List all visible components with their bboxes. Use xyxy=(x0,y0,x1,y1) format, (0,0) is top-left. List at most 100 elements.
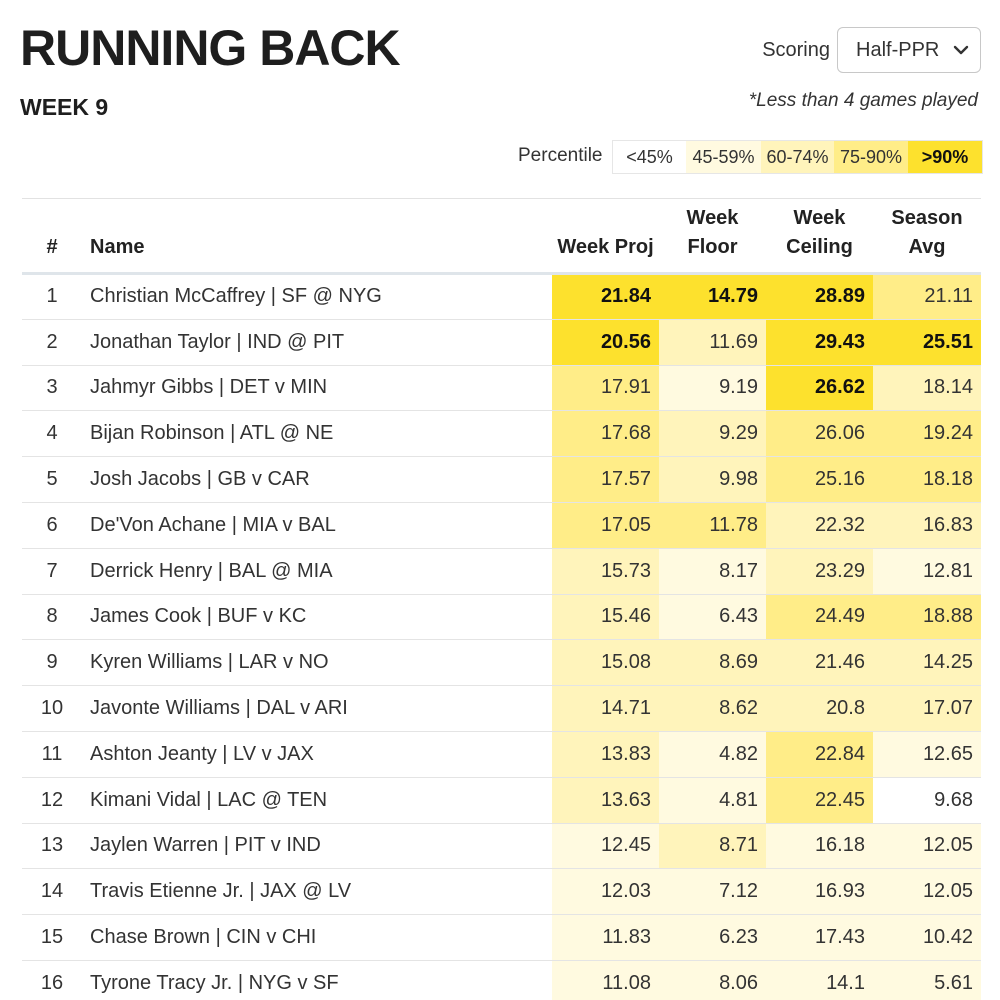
season-avg-cell: 5.61 xyxy=(873,960,981,1000)
col-header-week-ceiling[interactable]: Week Ceiling xyxy=(786,207,853,258)
week-ceiling-cell: 25.16 xyxy=(766,456,873,503)
season-avg-cell: 14.25 xyxy=(873,639,981,686)
week-floor-cell: 8.71 xyxy=(659,823,766,869)
table-row[interactable]: 12 Kimani Vidal | LAC @ TEN 13.63 4.81 22.45… xyxy=(22,777,981,824)
player-name-cell[interactable]: Josh Jacobs | GB v CAR xyxy=(90,468,310,491)
rank-cell: 4 xyxy=(46,422,58,445)
table-body: 1 Christian McCaffrey | SF @ NYG 21.84 14.7… xyxy=(22,273,981,1000)
week-ceiling-cell: 26.06 xyxy=(766,410,873,457)
table-row[interactable]: 14 Travis Etienne Jr. | JAX @ LV 12.03 7.12… xyxy=(22,868,981,915)
table-row[interactable]: 6 De'Von Achane | MIA v BAL 17.05 11.78 22.3… xyxy=(22,502,981,549)
table-row[interactable]: 16 Tyrone Tracy Jr. | NYG v SF 11.08 8.06 14… xyxy=(22,960,981,1000)
rank-cell: 5 xyxy=(46,468,58,491)
table-row[interactable]: 1 Christian McCaffrey | SF @ NYG 21.84 14.7… xyxy=(22,273,981,320)
season-avg-cell: 10.42 xyxy=(873,914,981,961)
season-avg-cell: 12.65 xyxy=(873,731,981,778)
week-proj-cell: 15.46 xyxy=(552,594,659,640)
percentile-band-label: 75-90% xyxy=(839,146,903,167)
col-header-rank[interactable]: # xyxy=(46,236,58,258)
percentile-band: >90% xyxy=(908,141,982,173)
player-name-cell[interactable]: Tyrone Tracy Jr. | NYG v SF xyxy=(90,971,339,994)
percentile-label: Percentile xyxy=(518,145,603,166)
week-floor-cell: 9.98 xyxy=(659,456,766,503)
percentile-band-label: 45-59% xyxy=(692,146,755,167)
table-row[interactable]: 3 Jahmyr Gibbs | DET v MIN 17.91 9.19 26.62 1… xyxy=(22,365,981,411)
player-name-cell[interactable]: Bijan Robinson | ATL @ NE xyxy=(90,422,334,445)
season-avg-cell: 21.11 xyxy=(873,273,981,320)
player-name-cell[interactable]: Jonathan Taylor | IND @ PIT xyxy=(90,330,345,353)
season-avg-cell: 12.81 xyxy=(873,548,981,595)
week-proj-cell: 12.45 xyxy=(552,823,659,869)
week-proj-cell: 20.56 xyxy=(552,319,659,366)
rank-cell: 11 xyxy=(41,742,63,765)
table-row[interactable]: 4 Bijan Robinson | ATL @ NE 17.68 9.29 26.06… xyxy=(22,410,981,457)
week-proj-cell: 15.73 xyxy=(552,548,659,595)
player-name-cell[interactable]: Travis Etienne Jr. | JAX @ LV xyxy=(90,880,352,903)
scoring-select[interactable]: Half-PPR xyxy=(837,27,981,73)
percentile-band-label: 60-74% xyxy=(766,146,829,167)
week-ceiling-cell: 24.49 xyxy=(766,594,873,640)
table-row[interactable]: 13 Jaylen Warren | PIT v IND 12.45 8.71 16.1… xyxy=(22,823,981,869)
col-header-week-floor[interactable]: Week Floor xyxy=(686,207,739,258)
season-avg-cell: 9.68 xyxy=(873,777,981,824)
col-header-season-avg[interactable]: Season Avg xyxy=(891,207,963,258)
rank-cell: 6 xyxy=(46,513,58,536)
rank-cell: 10 xyxy=(40,697,64,720)
percentile-band: 75-90% xyxy=(834,141,908,173)
table-row[interactable]: 10 Javonte Williams | DAL v ARI 14.71 8.62 2… xyxy=(22,685,981,732)
page-title: RUNNING BACK xyxy=(20,20,401,76)
table-row[interactable]: 11 Ashton Jeanty | LV v JAX 13.83 4.82 22.84… xyxy=(22,731,981,778)
season-avg-cell: 18.18 xyxy=(873,456,981,503)
table-row[interactable]: 7 Derrick Henry | BAL @ MIA 15.73 8.17 23.29… xyxy=(22,548,981,595)
week-ceiling-cell: 29.43 xyxy=(766,319,873,366)
week-ceiling-cell: 22.32 xyxy=(766,502,873,549)
col-header-name[interactable]: Name xyxy=(90,236,145,258)
week-proj-cell: 11.83 xyxy=(552,914,659,961)
percentile-band: 60-74% xyxy=(761,141,834,173)
table-row[interactable]: 8 James Cook | BUF v KC 15.46 6.43 24.49 18.8… xyxy=(22,594,981,640)
player-name-cell[interactable]: Derrick Henry | BAL @ MIA xyxy=(90,559,333,582)
player-name-cell[interactable]: Jaylen Warren | PIT v IND xyxy=(90,834,321,857)
table-row[interactable]: 9 Kyren Williams | LAR v NO 15.08 8.69 21.46… xyxy=(22,639,981,686)
rankings-table-container: # Name Week Proj Week Floor Week Ceiling… xyxy=(22,198,981,1000)
week-floor-cell: 8.17 xyxy=(659,548,766,595)
season-avg-cell: 19.24 xyxy=(873,410,981,457)
chevron-down-icon xyxy=(953,45,969,55)
player-name-cell[interactable]: Christian McCaffrey | SF @ NYG xyxy=(90,285,382,308)
percentile-legend: <45% 45-59% 60-74% 75-90% >90% xyxy=(612,140,983,174)
player-name-cell[interactable]: Kyren Williams | LAR v NO xyxy=(90,651,329,674)
week-proj-cell: 11.08 xyxy=(552,960,659,1000)
week-floor-cell: 7.12 xyxy=(659,868,766,915)
player-name-cell[interactable]: Javonte Williams | DAL v ARI xyxy=(90,697,348,720)
col-header-week-proj[interactable]: Week Proj xyxy=(557,236,654,258)
rankings-table: # Name Week Proj Week Floor Week Ceiling… xyxy=(22,198,981,1000)
week-proj-cell: 17.57 xyxy=(552,456,659,503)
season-avg-cell: 18.14 xyxy=(873,365,981,411)
player-name-cell[interactable]: James Cook | BUF v KC xyxy=(90,605,307,628)
player-name-cell[interactable]: De'Von Achane | MIA v BAL xyxy=(90,513,336,536)
rank-cell: 15 xyxy=(40,926,64,949)
percentile-band-label: <45% xyxy=(626,146,673,167)
scoring-selected-value: Half-PPR xyxy=(856,38,940,61)
week-proj-cell: 17.05 xyxy=(552,502,659,549)
player-name-cell[interactable]: Ashton Jeanty | LV v JAX xyxy=(90,742,314,765)
table-row[interactable]: 5 Josh Jacobs | GB v CAR 17.57 9.98 25.16 18.… xyxy=(22,456,981,503)
rank-cell: 9 xyxy=(46,651,58,674)
week-ceiling-cell: 21.46 xyxy=(766,639,873,686)
player-name-cell[interactable]: Jahmyr Gibbs | DET v MIN xyxy=(90,376,328,399)
week-ceiling-cell: 16.18 xyxy=(766,823,873,869)
season-avg-cell: 18.88 xyxy=(873,594,981,640)
table-row[interactable]: 15 Chase Brown | CIN v CHI 11.83 6.23 17.43 1… xyxy=(22,914,981,961)
games-played-note: *Less than 4 games played xyxy=(748,90,978,111)
percentile-band-label: >90% xyxy=(921,146,969,167)
week-floor-cell: 9.19 xyxy=(659,365,766,411)
week-ceiling-cell: 20.8 xyxy=(766,685,873,732)
scoring-label: Scoring xyxy=(762,39,830,61)
player-name-cell[interactable]: Kimani Vidal | LAC @ TEN xyxy=(90,788,328,811)
rank-cell: 1 xyxy=(46,285,58,308)
player-name-cell[interactable]: Chase Brown | CIN v CHI xyxy=(90,926,317,949)
week-floor-cell: 4.81 xyxy=(659,777,766,824)
week-ceiling-cell: 22.84 xyxy=(766,731,873,778)
week-floor-cell: 11.69 xyxy=(659,319,766,366)
table-row[interactable]: 2 Jonathan Taylor | IND @ PIT 20.56 11.69 29… xyxy=(22,319,981,366)
